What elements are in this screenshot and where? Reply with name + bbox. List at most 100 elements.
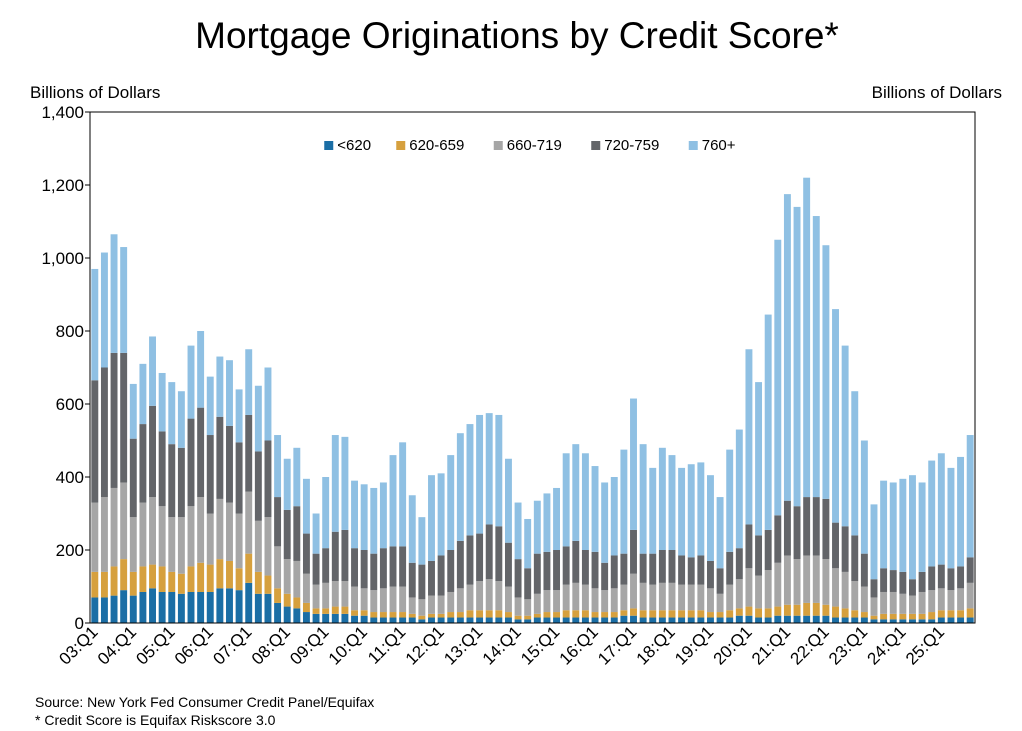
bar-segment [197,562,205,592]
bar-segment [302,478,310,534]
bar-segment [764,529,772,571]
bar-segment [360,588,368,611]
bar-segment [610,588,618,613]
bar-segment [553,617,561,623]
bar-segment [745,606,753,616]
bar-segment [870,579,878,598]
bar-segment [678,617,686,623]
bar-segment [966,608,974,618]
legend-label: 760+ [702,137,736,154]
bar-segment [601,482,609,563]
bar-segment [889,619,897,623]
bar-segment [812,555,820,603]
bar-segment [716,497,724,569]
bar-segment [485,524,493,580]
bar-segment [187,591,195,623]
bar-segment [755,382,763,536]
bar-segment [726,610,734,618]
bar-segment [601,562,609,591]
bar-segment [245,414,253,492]
bar-segment [149,405,156,498]
bar-segment [226,560,233,589]
bar-segment [495,526,503,582]
bar-segment [803,602,811,616]
bar-segment [149,336,156,406]
bar-segment [851,581,859,611]
bar-segment [187,506,195,567]
bar-segment [418,619,426,623]
bar-segment [302,573,310,603]
bar-segment [120,482,128,560]
bar-segment [466,535,474,585]
bar-segment [947,590,955,611]
bar-segment [158,372,166,432]
bar-segment [581,453,589,550]
x-tick-label: 06:Q1 [171,622,217,668]
bar-segment [687,617,695,623]
bar-segment [870,597,878,616]
bar-segment [379,612,387,618]
bar-segment [889,570,897,592]
x-tick-label: 16:Q1 [556,622,602,668]
bar-segment [581,584,589,611]
bar-segment [774,562,782,607]
bar-segment [370,617,378,623]
bar-segment [254,520,262,572]
bar-segment [302,533,310,574]
bar-segment [254,571,262,594]
bar-segment [197,331,205,408]
bar-segment [379,482,387,549]
bar-segment [476,610,484,618]
x-tick-label: 13:Q1 [440,622,486,668]
bar-segment [177,593,185,623]
bar-segment [745,568,753,607]
x-tick-label: 15:Q1 [517,622,563,668]
bar-segment [918,619,926,623]
bar-segment [832,309,839,523]
bar-segment [504,542,512,587]
footnote: * Credit Score is Equifax Riskscore 3.0 [35,712,276,728]
bar-segment [812,602,820,616]
bar-segment [909,619,916,623]
x-tick-label: 21:Q1 [748,622,794,668]
bar-segment [360,615,368,623]
bar-segment [860,617,868,623]
bar-segment [360,550,368,589]
bar-segment [793,206,801,507]
bar-segment [909,475,916,580]
bar-segment [158,591,166,623]
bar-segment [341,436,349,530]
bar-segment [957,617,965,623]
bar-segment [245,553,253,583]
bar-segment [110,234,118,353]
bar-segment [129,383,137,439]
bar-segment [283,458,291,510]
bar-segment [533,617,541,623]
bar-segment [524,568,532,600]
bar-segment [226,502,233,561]
bar-segment [803,615,811,623]
bar-segment [735,608,743,616]
bar-segment [639,444,647,554]
bar-segment [726,551,734,585]
bar-segment [745,349,753,525]
bar-segment [331,435,339,532]
bar-segment [639,610,647,618]
bar-segment [880,613,888,620]
bar-segment [783,194,791,501]
bar-segment [197,497,205,563]
bars [91,177,974,623]
bar-segment [706,617,714,623]
bar-segment [716,568,724,594]
bar-segment [216,498,224,560]
bar-segment [312,608,320,614]
bar-segment [668,610,676,618]
bar-segment [687,584,695,611]
x-tick-label: 08:Q1 [248,622,294,668]
bar-segment [832,522,839,569]
bar-segment [601,612,609,618]
bar-segment [274,588,282,603]
bar-segment [514,559,522,598]
bar-segment [302,612,310,623]
bar-segment [822,245,830,499]
